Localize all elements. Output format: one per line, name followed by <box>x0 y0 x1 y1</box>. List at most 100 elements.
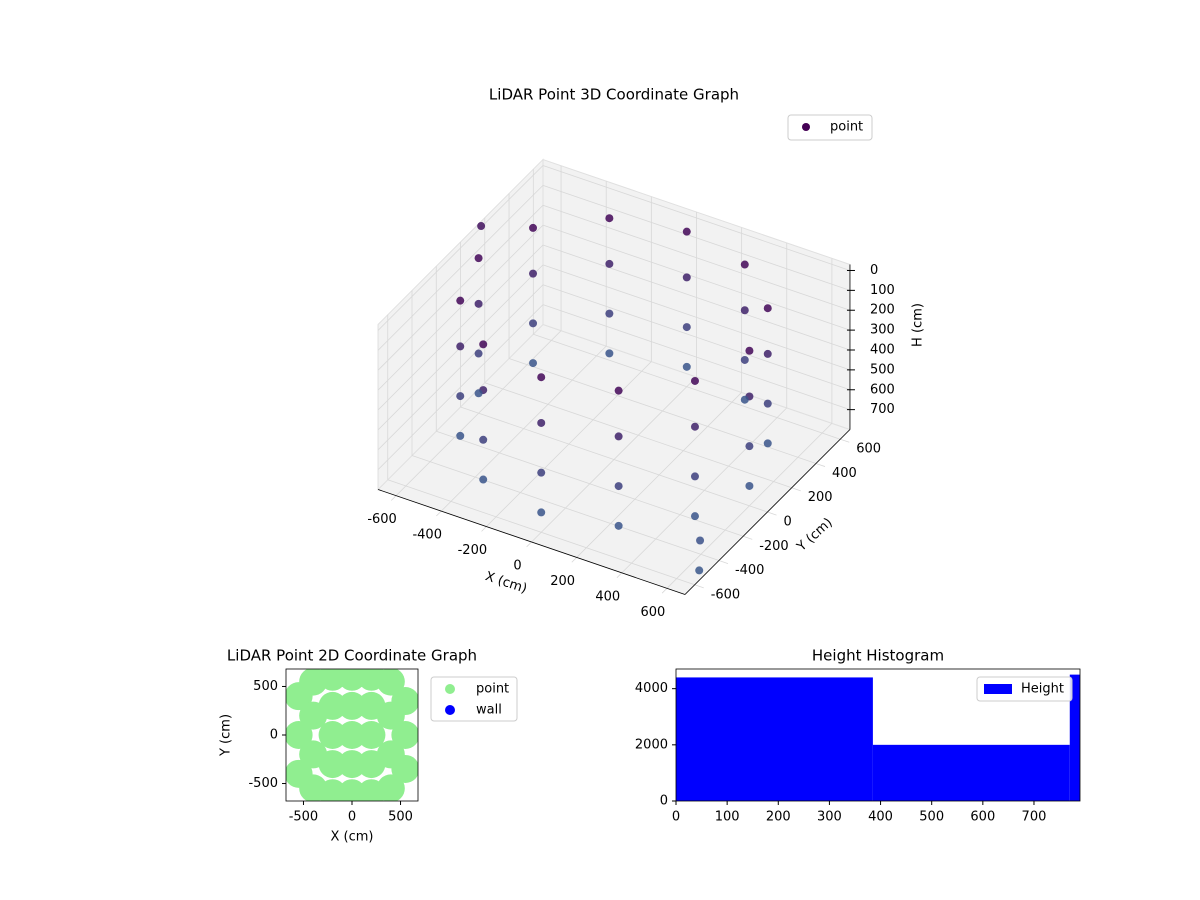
x-tick-label: 200 <box>550 574 575 589</box>
y-axis-label: Y (cm) <box>219 714 234 757</box>
x-tick-label: -500 <box>289 810 319 825</box>
x-tick-label: 100 <box>715 810 740 825</box>
legend-label: wall <box>476 703 502 718</box>
grid-line <box>377 284 544 451</box>
point <box>682 323 691 332</box>
point <box>338 721 366 749</box>
point <box>376 774 405 801</box>
point <box>745 346 754 355</box>
point <box>696 536 705 545</box>
legend-box <box>787 114 873 141</box>
point <box>537 373 546 382</box>
point <box>763 399 772 408</box>
y-tick-label: -400 <box>735 563 765 578</box>
grid-line <box>377 224 544 391</box>
x-tick-label: 400 <box>595 589 620 604</box>
point <box>318 691 347 720</box>
grid-line <box>542 165 851 271</box>
point <box>537 508 546 517</box>
y-tick-label: -500 <box>248 776 278 791</box>
tick-mark <box>791 487 801 492</box>
axis-line <box>684 429 851 595</box>
tick-mark <box>390 495 397 501</box>
point <box>456 392 465 401</box>
tick-mark <box>481 526 487 532</box>
grid-line <box>377 185 544 351</box>
point <box>614 432 623 441</box>
legend-box <box>430 676 518 722</box>
tick-mark <box>815 463 826 467</box>
x-axis-label: X (cm) <box>483 569 529 597</box>
point <box>763 439 772 448</box>
x-tick-label: -200 <box>458 543 488 558</box>
grid-line <box>484 382 792 489</box>
grid-line <box>377 244 544 411</box>
point <box>537 418 546 427</box>
point <box>614 521 623 530</box>
point <box>479 435 488 444</box>
y-tick-label: 400 <box>832 466 857 481</box>
point <box>456 431 465 440</box>
z-tick-label: 500 <box>870 362 895 377</box>
point <box>376 669 405 696</box>
point <box>763 349 772 358</box>
point <box>740 395 749 404</box>
y-axis-label: Y (cm) <box>794 515 836 555</box>
y-tick-label: 2000 <box>635 737 668 752</box>
point <box>690 512 699 521</box>
point <box>357 721 386 749</box>
point <box>740 355 749 364</box>
point <box>614 482 623 491</box>
z-axis-label: H (cm) <box>911 303 926 347</box>
point <box>456 296 465 305</box>
point <box>479 475 488 484</box>
x-tick-label: -600 <box>367 512 397 527</box>
point <box>745 442 754 451</box>
tick-mark <box>436 510 442 517</box>
point <box>605 349 614 358</box>
z-tick-label: 400 <box>870 342 895 357</box>
x-axis-label: X (cm) <box>331 830 374 845</box>
x-tick-label: 0 <box>672 810 680 825</box>
point <box>763 304 772 313</box>
legend-label: point <box>830 120 863 135</box>
axis-line <box>377 489 686 595</box>
y-tick-label: 200 <box>808 490 833 505</box>
grid-line <box>542 284 851 391</box>
point <box>682 227 691 236</box>
point <box>690 376 699 385</box>
z-tick-label: 200 <box>870 303 895 318</box>
y-tick-label: 600 <box>856 442 881 457</box>
point <box>690 422 699 431</box>
bar <box>872 744 1070 801</box>
point <box>474 349 483 358</box>
point <box>529 319 538 328</box>
z-tick-label: 0 <box>870 263 878 278</box>
point <box>286 721 313 749</box>
point <box>614 386 623 395</box>
y-tick-label: 0 <box>783 514 791 529</box>
tick-mark <box>571 557 577 563</box>
legend-box <box>976 676 1073 702</box>
grid-line <box>377 304 544 470</box>
grid-line <box>542 224 851 331</box>
x-tick-label: 600 <box>970 810 995 825</box>
legend-marker <box>445 684 455 694</box>
point <box>605 309 614 318</box>
grid-line <box>377 165 544 331</box>
y-tick-label: 500 <box>253 679 278 694</box>
tick-mark <box>694 584 704 589</box>
tick-mark <box>718 560 729 564</box>
point <box>529 359 538 368</box>
grid-line <box>542 184 851 291</box>
grid-line <box>542 264 851 371</box>
x-tick-label: 0 <box>513 558 521 573</box>
x-tick-label: 700 <box>1022 810 1047 825</box>
point <box>479 340 488 349</box>
point <box>391 721 418 749</box>
y-tick-label: 0 <box>660 794 668 809</box>
legend-marker <box>984 684 1012 694</box>
y-tick-label: 4000 <box>635 681 668 696</box>
